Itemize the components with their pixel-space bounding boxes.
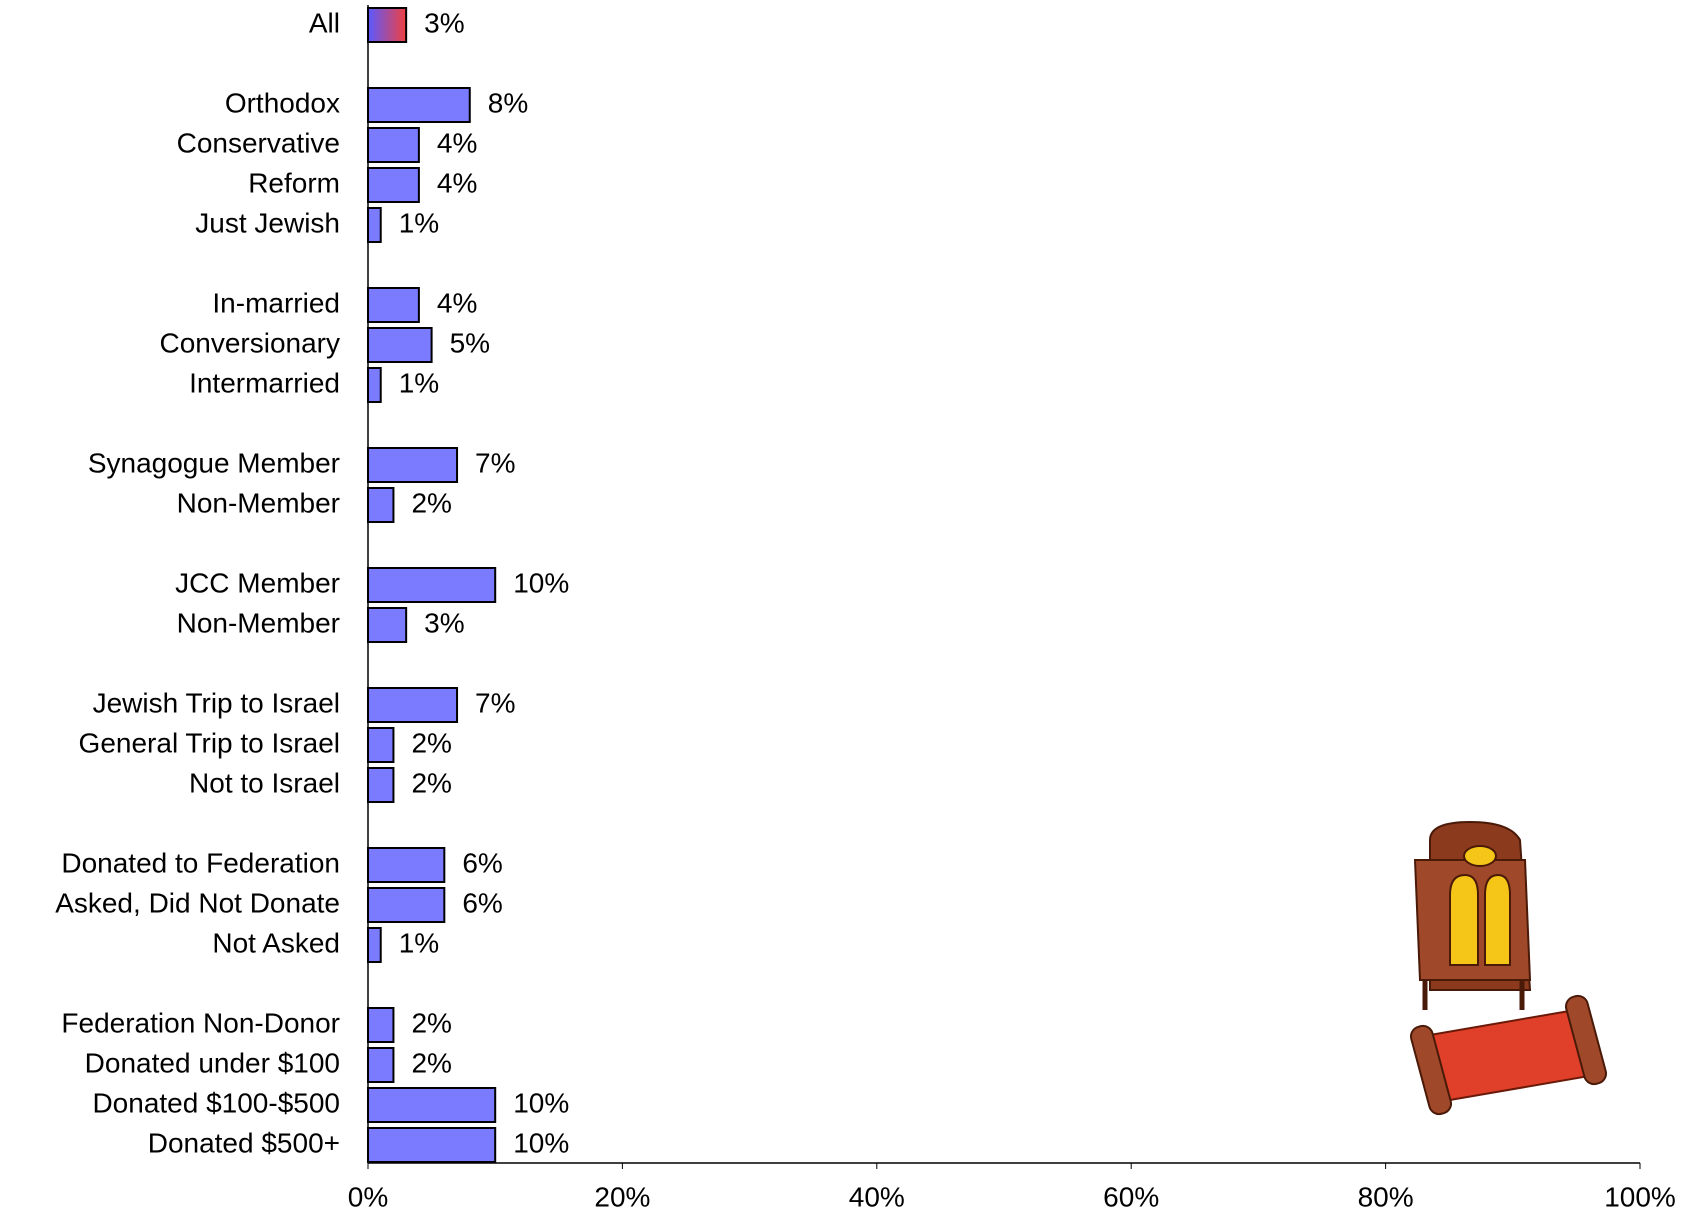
x-tick-label: 20%	[594, 1181, 650, 1209]
value-label: 3%	[424, 607, 464, 638]
bar	[367, 567, 497, 603]
category-label: Synagogue Member	[88, 447, 340, 478]
category-label: Asked, Did Not Donate	[55, 887, 340, 918]
value-label: 2%	[411, 1047, 451, 1078]
value-label: 4%	[437, 167, 477, 198]
value-label: 1%	[399, 927, 439, 958]
x-tick-label: 0%	[348, 1181, 388, 1209]
bar	[367, 487, 395, 523]
category-label: Conservative	[177, 127, 340, 158]
bar	[367, 1087, 497, 1123]
value-label: 2%	[411, 1007, 451, 1038]
value-label: 7%	[475, 687, 515, 718]
bar	[367, 287, 420, 323]
bar	[367, 1047, 395, 1083]
category-label: Donated $100-$500	[92, 1087, 340, 1118]
category-label: Federation Non-Donor	[61, 1007, 340, 1038]
bar	[367, 927, 382, 963]
value-label: 4%	[437, 127, 477, 158]
category-label: Not Asked	[212, 927, 340, 958]
value-label: 4%	[437, 287, 477, 318]
value-label: 8%	[488, 87, 528, 118]
category-label: Reform	[248, 167, 340, 198]
category-label: Donated to Federation	[61, 847, 340, 878]
value-label: 10%	[513, 1087, 569, 1118]
bar	[367, 607, 408, 643]
category-label: Conversionary	[159, 327, 340, 358]
category-label: Not to Israel	[189, 767, 340, 798]
x-tick-label: 80%	[1358, 1181, 1414, 1209]
bar	[367, 367, 382, 403]
bar	[367, 687, 459, 723]
x-tick-label: 100%	[1604, 1181, 1676, 1209]
category-label: Intermarried	[189, 367, 340, 398]
bar	[367, 87, 471, 123]
bar	[367, 167, 420, 203]
bar	[367, 1127, 497, 1163]
value-label: 5%	[450, 327, 490, 358]
value-label: 1%	[399, 207, 439, 238]
category-label: Non-Member	[177, 607, 340, 638]
category-label: JCC Member	[175, 567, 340, 598]
value-label: 6%	[462, 847, 502, 878]
x-tick-label: 40%	[849, 1181, 905, 1209]
category-label: In-married	[212, 287, 340, 318]
category-label: General Trip to Israel	[79, 727, 340, 758]
category-label: Donated $500+	[148, 1127, 340, 1158]
bar	[367, 447, 459, 483]
category-label: Just Jewish	[195, 207, 340, 238]
value-label: 2%	[411, 487, 451, 518]
bar	[367, 207, 382, 243]
bar	[367, 127, 420, 163]
value-label: 10%	[513, 1127, 569, 1158]
bar	[367, 847, 446, 883]
category-label: Non-Member	[177, 487, 340, 518]
x-tick-label: 60%	[1103, 1181, 1159, 1209]
bar	[367, 887, 446, 923]
bar	[367, 727, 395, 763]
bar	[367, 1007, 395, 1043]
bar	[367, 767, 395, 803]
bar	[367, 327, 433, 363]
value-label: 10%	[513, 567, 569, 598]
value-label: 6%	[462, 887, 502, 918]
category-label: Orthodox	[225, 87, 340, 118]
value-label: 7%	[475, 447, 515, 478]
value-label: 2%	[411, 767, 451, 798]
category-label: All	[309, 7, 340, 38]
value-label: 2%	[411, 727, 451, 758]
value-label: 1%	[399, 367, 439, 398]
illustration	[1409, 820, 1608, 1116]
category-label: Jewish Trip to Israel	[93, 687, 340, 718]
category-label: Donated under $100	[85, 1047, 340, 1078]
value-label: 3%	[424, 7, 464, 38]
bar	[367, 7, 408, 43]
